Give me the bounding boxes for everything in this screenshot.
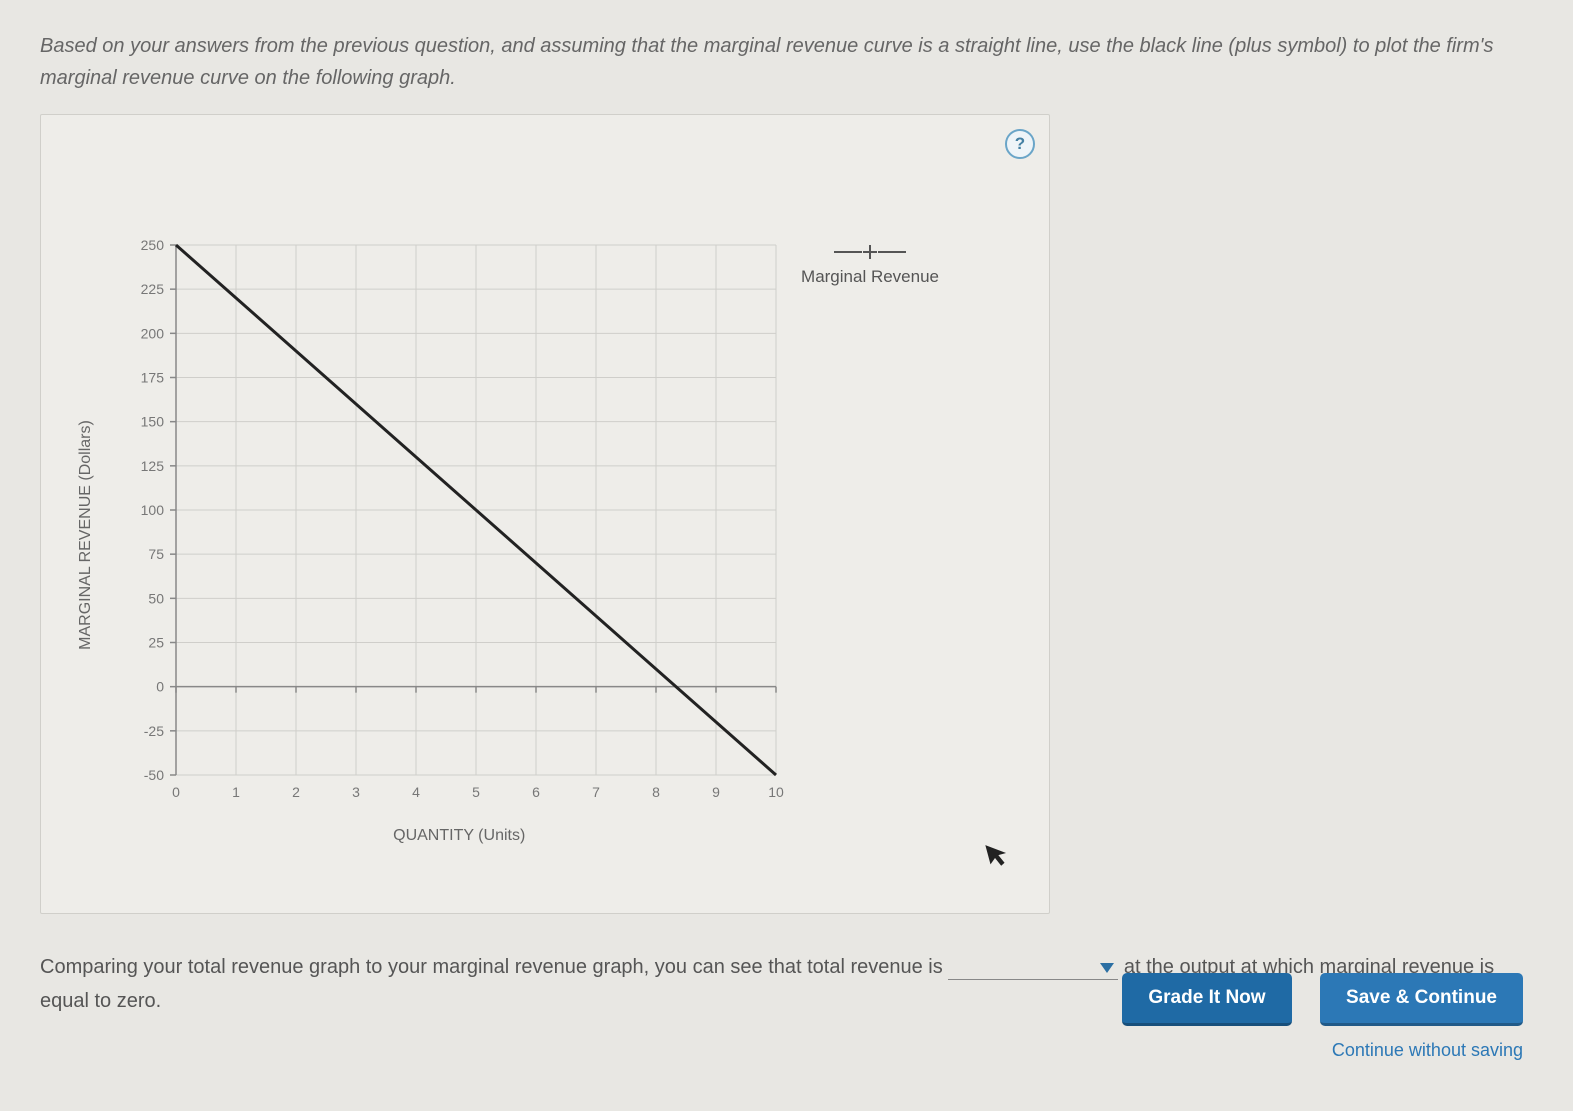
svg-text:3: 3 [352, 784, 360, 800]
svg-text:225: 225 [141, 281, 165, 297]
legend-label: Marginal Revenue [801, 267, 939, 287]
save-continue-button[interactable]: Save & Continue [1320, 973, 1523, 1026]
action-buttons: Grade It Now Save & Continue Continue wi… [1098, 973, 1523, 1061]
svg-text:1: 1 [232, 784, 240, 800]
graph-panel: ? MARGINAL REVENUE (Dollars) -50-2502550… [40, 114, 1050, 914]
cursor-icon [983, 837, 1015, 877]
chevron-down-icon [1100, 963, 1114, 973]
svg-text:-25: -25 [144, 723, 164, 739]
svg-text:5: 5 [472, 784, 480, 800]
svg-text:4: 4 [412, 784, 420, 800]
svg-text:200: 200 [141, 325, 165, 341]
svg-text:25: 25 [148, 635, 164, 651]
y-axis-label: MARGINAL REVENUE (Dollars) [77, 420, 95, 650]
answer-dropdown[interactable] [948, 958, 1118, 980]
svg-text:9: 9 [712, 784, 720, 800]
question-instruction: Based on your answers from the previous … [40, 30, 1533, 94]
svg-text:6: 6 [532, 784, 540, 800]
help-button[interactable]: ? [1005, 129, 1035, 159]
svg-text:0: 0 [156, 679, 164, 695]
grade-it-now-button[interactable]: Grade It Now [1122, 973, 1291, 1026]
svg-text:0: 0 [172, 784, 180, 800]
svg-text:125: 125 [141, 458, 165, 474]
svg-text:10: 10 [768, 784, 784, 800]
continue-without-saving-link[interactable]: Continue without saving [1098, 1040, 1523, 1061]
svg-text:7: 7 [592, 784, 600, 800]
svg-text:8: 8 [652, 784, 660, 800]
svg-text:2: 2 [292, 784, 300, 800]
follow-pre: Comparing your total revenue graph to yo… [40, 956, 948, 978]
svg-text:75: 75 [148, 546, 164, 562]
plus-icon [801, 245, 939, 259]
chart-container[interactable]: MARGINAL REVENUE (Dollars) -50-250255075… [96, 235, 796, 835]
svg-text:250: 250 [141, 237, 165, 253]
x-axis-label: QUANTITY (Units) [393, 827, 525, 845]
legend-marginal-revenue[interactable]: Marginal Revenue [801, 245, 939, 287]
svg-text:100: 100 [141, 502, 165, 518]
svg-text:50: 50 [148, 590, 164, 606]
svg-text:150: 150 [141, 414, 165, 430]
mr-chart[interactable]: -50 -25 0 25 50 75 100 125 150 175 200 225 250 0 1 2 3 4 5… [96, 235, 796, 815]
svg-text:-50: -50 [144, 767, 164, 783]
svg-text:175: 175 [141, 370, 165, 386]
